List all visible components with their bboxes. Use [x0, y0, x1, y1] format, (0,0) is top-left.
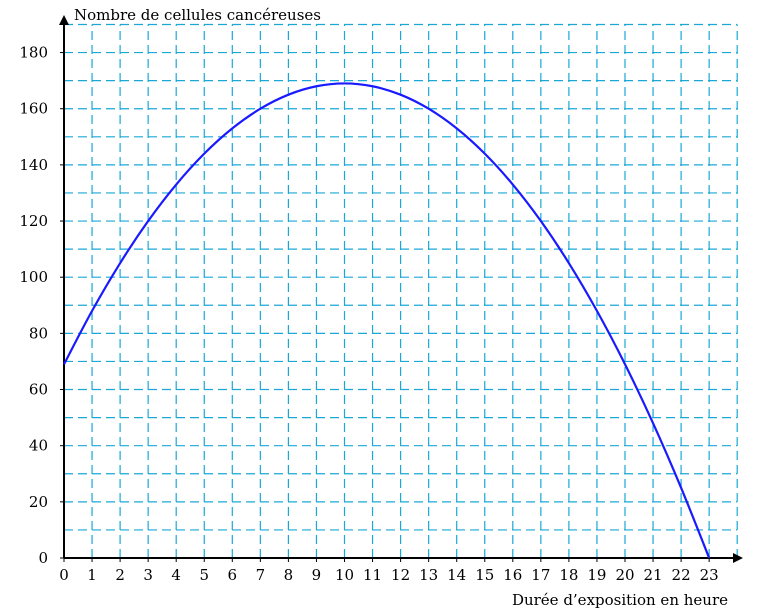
x-tick-label: 10 — [335, 566, 354, 584]
grid — [64, 23, 738, 558]
y-tick-label: 160 — [19, 100, 48, 118]
x-tick-label: 17 — [531, 566, 550, 584]
x-tick-label: 23 — [700, 566, 719, 584]
x-tick-label: 19 — [587, 566, 606, 584]
x-tick-label: 14 — [447, 566, 466, 584]
x-tick-label: 18 — [559, 566, 578, 584]
x-tick-label: 12 — [391, 566, 410, 584]
y-tick-label: 0 — [38, 549, 48, 567]
y-axis-arrow — [59, 15, 69, 25]
x-tick-label: 8 — [284, 566, 294, 584]
x-tick-label: 11 — [363, 566, 382, 584]
x-axis-arrow — [733, 553, 743, 563]
y-tick-label: 120 — [19, 212, 48, 230]
x-tick-label: 1 — [87, 566, 97, 584]
y-tick-label: 40 — [29, 437, 48, 455]
y-tick-label: 140 — [19, 156, 48, 174]
x-tick-label: 0 — [59, 566, 69, 584]
x-tick-label: 20 — [615, 566, 634, 584]
x-tick-labels: 0 1 2 3 4 5 6 7 8 9 10 11 12 13 14 15 16 17 18 19 20 21 22 23 — [59, 558, 719, 584]
y-tick-label: 60 — [29, 381, 48, 399]
x-tick-label: 9 — [312, 566, 322, 584]
y-tick-label: 80 — [29, 324, 48, 342]
x-tick-label: 3 — [143, 566, 153, 584]
x-tick-label: 6 — [228, 566, 238, 584]
x-tick-label: 7 — [256, 566, 266, 584]
x-axis-label: Durée d’exposition en heure — [512, 591, 728, 609]
series-line — [63, 82, 711, 559]
x-tick-label: 13 — [419, 566, 438, 584]
x-tick-label: 5 — [199, 566, 209, 584]
x-tick-label: 2 — [115, 566, 125, 584]
y-tick-labels: 0 20 40 60 80 100 120 140 160 180 — [19, 44, 64, 567]
x-tick-label: 21 — [644, 566, 663, 584]
x-tick-label: 4 — [171, 566, 181, 584]
x-tick-label: 15 — [475, 566, 494, 584]
x-tick-label: 16 — [503, 566, 522, 584]
y-tick-label: 180 — [19, 44, 48, 62]
x-tick-label: 22 — [672, 566, 691, 584]
y-axis-label: Nombre de cellules cancéreuses — [74, 6, 321, 24]
y-tick-label: 20 — [29, 493, 48, 511]
y-tick-label: 100 — [19, 268, 48, 286]
